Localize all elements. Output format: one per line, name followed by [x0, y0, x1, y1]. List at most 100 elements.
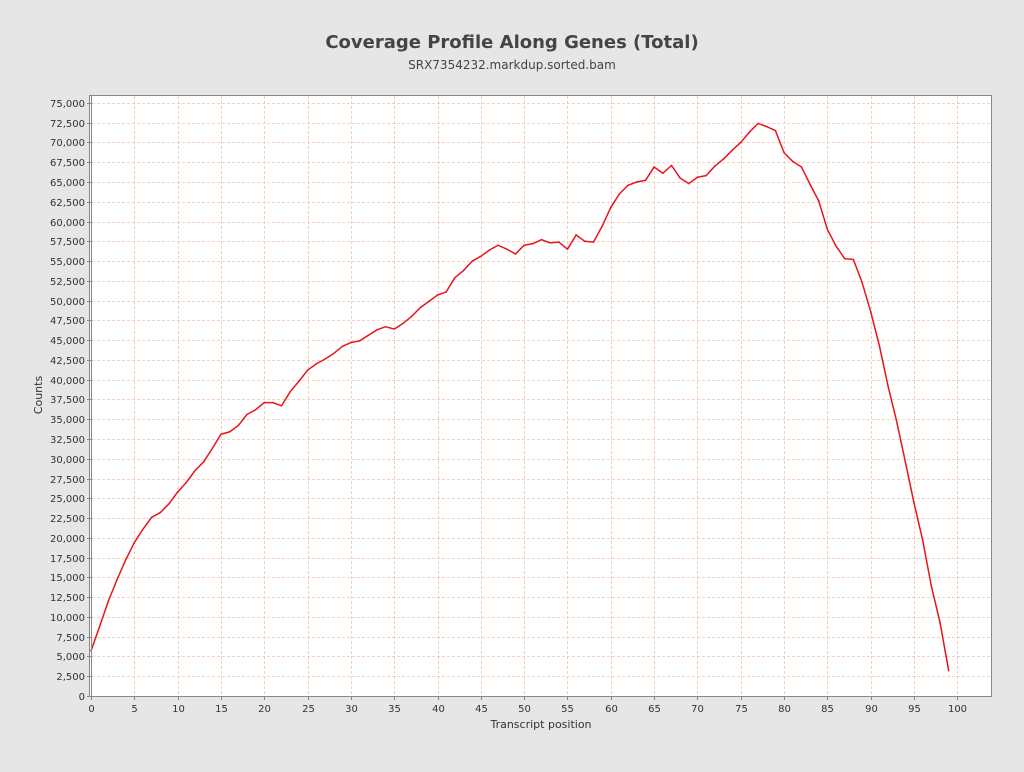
y-tick-label: 62,500	[50, 198, 85, 209]
coverage-line-segment	[384, 325, 395, 330]
y-tick-label: 25,000	[50, 494, 85, 505]
y-tick-label: 65,000	[50, 178, 85, 189]
x-tick-label: 20	[258, 704, 271, 715]
coverage-line-segment	[419, 300, 430, 309]
coverage-line-segment	[220, 431, 231, 435]
y-tick-label: 40,000	[50, 376, 85, 387]
coverage-line-segment	[644, 166, 655, 182]
coverage-line-segment	[627, 181, 638, 186]
coverage-line-segment	[878, 344, 889, 387]
axis-layer: 0 2,500 5,000 7,500 10,000 12,500 15,000 17,500…	[50, 99, 967, 715]
x-tick-label: 60	[605, 704, 618, 715]
y-tick-label: 30,000	[50, 455, 85, 466]
x-tick-label: 30	[345, 704, 358, 715]
x-tick-label: 50	[518, 704, 531, 715]
y-tick-label: 27,500	[50, 475, 85, 486]
coverage-line-segment	[280, 390, 292, 407]
coverage-line-segment	[237, 413, 248, 427]
coverage-line-segment	[185, 469, 196, 484]
y-tick-label: 2,500	[56, 672, 85, 683]
coverage-line-segment	[601, 206, 612, 228]
coverage-line-segment	[436, 291, 447, 296]
x-tick-label: 95	[908, 704, 921, 715]
coverage-line-segment	[913, 502, 924, 541]
x-tick-label: 40	[432, 704, 445, 715]
x-tick-label: 5	[131, 704, 137, 715]
coverage-line-segment	[202, 447, 214, 463]
coverage-line-segment	[748, 122, 759, 133]
y-tick-label: 35,000	[50, 415, 85, 426]
x-tick-label: 10	[172, 704, 185, 715]
coverage-line-segment	[696, 174, 707, 178]
plot-area	[89, 95, 992, 696]
coverage-line-segment	[895, 420, 907, 463]
x-tick-label: 55	[561, 704, 574, 715]
coverage-line-segment	[523, 242, 534, 246]
y-tick-label: 60,000	[50, 218, 85, 229]
y-tick-label: 72,500	[50, 119, 85, 130]
coverage-line-segment	[376, 325, 387, 331]
coverage-line-segment	[168, 491, 179, 505]
y-tick-label: 20,000	[50, 534, 85, 545]
coverage-line-segment	[133, 528, 144, 544]
y-tick-label: 15,000	[50, 573, 85, 584]
coverage-line-segment	[861, 281, 872, 313]
coverage-line-segment	[826, 228, 837, 247]
coverage-line-segment	[358, 334, 369, 342]
y-axis-label: Counts	[32, 376, 45, 415]
coverage-line-segment	[532, 238, 543, 245]
coverage-line-segment	[930, 585, 941, 624]
coverage-line-segment	[124, 541, 136, 561]
coverage-line-segment	[740, 131, 751, 144]
coverage-line-segment	[783, 151, 794, 163]
x-tick-label: 15	[215, 704, 228, 715]
coverage-line-segment	[774, 129, 785, 154]
coverage-line-segment	[471, 255, 482, 262]
coverage-line-segment	[116, 559, 127, 581]
coverage-line-segment	[289, 380, 300, 393]
x-tick-label: 70	[691, 704, 704, 715]
x-tick-label: 90	[865, 704, 878, 715]
coverage-line-segment	[254, 401, 266, 411]
coverage-line-segment	[272, 401, 283, 407]
coverage-line-segment	[575, 234, 586, 243]
coverage-line-segment	[514, 244, 525, 255]
grid-layer	[91, 96, 991, 697]
coverage-line-segment	[315, 358, 326, 365]
chart-subtitle: SRX7354232.markdup.sorted.bam	[408, 58, 616, 72]
coverage-line-segment	[306, 363, 317, 371]
y-tick-label: 0	[79, 692, 85, 703]
coverage-line-segment	[410, 306, 421, 318]
coverage-line-segment	[90, 625, 101, 652]
coverage-line-segment	[480, 249, 491, 258]
coverage-line-segment	[211, 433, 222, 450]
coverage-line-segment	[584, 240, 595, 243]
coverage-line-segment	[488, 244, 499, 251]
y-tick-label: 52,500	[50, 277, 85, 288]
coverage-line-segment	[817, 200, 829, 231]
series-layer	[90, 122, 950, 672]
coverage-line-segment	[142, 516, 153, 530]
coverage-line-segment	[843, 257, 855, 261]
x-tick-label: 75	[735, 704, 748, 715]
coverage-line-segment	[592, 225, 603, 243]
coverage-line-segment	[428, 294, 439, 303]
y-tick-label: 7,500	[56, 633, 85, 644]
coverage-line-segment	[98, 600, 110, 628]
y-tick-label: 47,500	[50, 316, 85, 327]
coverage-line-segment	[705, 165, 716, 177]
coverage-line-segment	[688, 176, 699, 185]
coverage-line-segment	[540, 238, 551, 244]
coverage-line-segment	[809, 183, 820, 202]
coverage-line-segment	[852, 258, 863, 284]
coverage-line-segment	[731, 141, 742, 152]
coverage-line-segment	[662, 164, 673, 175]
coverage-line-segment	[324, 352, 335, 360]
coverage-line-segment	[367, 329, 378, 337]
coverage-line-segment	[800, 166, 811, 186]
coverage-line-segment	[176, 481, 188, 493]
coverage-line-segment	[159, 503, 170, 514]
coverage-line-segment	[679, 177, 690, 185]
coverage-line-segment	[393, 322, 404, 330]
